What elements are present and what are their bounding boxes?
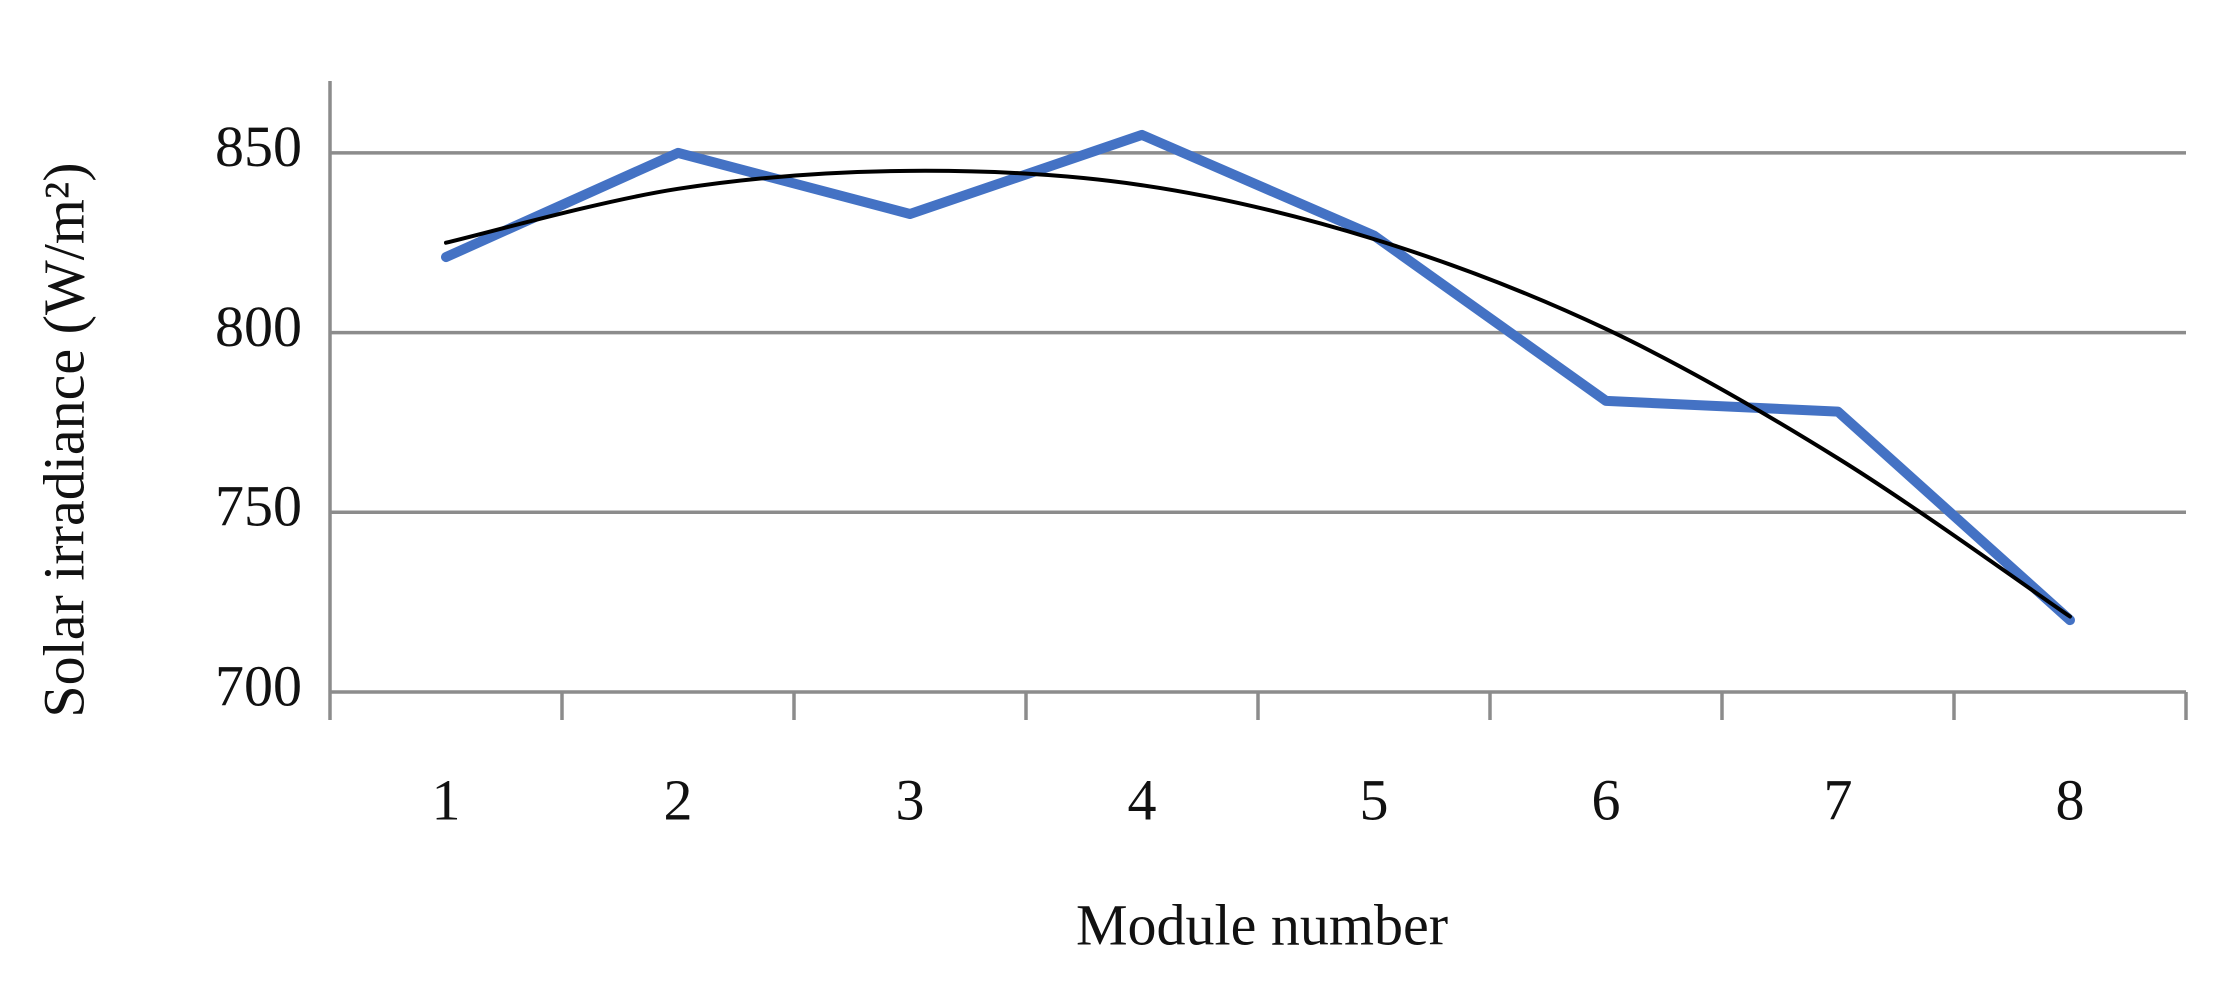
y-tick-label: 700 (215, 653, 302, 718)
x-tick-label: 1 (432, 767, 461, 832)
x-tick-label: 4 (1128, 767, 1157, 832)
y-tick-label: 850 (215, 114, 302, 179)
x-tick-label: 7 (1824, 767, 1853, 832)
x-tick-label: 3 (896, 767, 925, 832)
x-axis-title: Module number (1076, 892, 1448, 957)
x-tick-label: 6 (1592, 767, 1621, 832)
y-tick-label: 800 (215, 294, 302, 359)
trend-line (444, 168, 2072, 619)
x-tick-label: 8 (2056, 767, 2085, 832)
x-tick-label: 5 (1360, 767, 1389, 832)
data-line (441, 129, 2075, 626)
y-axis-title: Solar irradiance (W/m²) (31, 162, 96, 717)
y-tick-label: 750 (215, 474, 302, 539)
x-tick-label: 2 (664, 767, 693, 832)
